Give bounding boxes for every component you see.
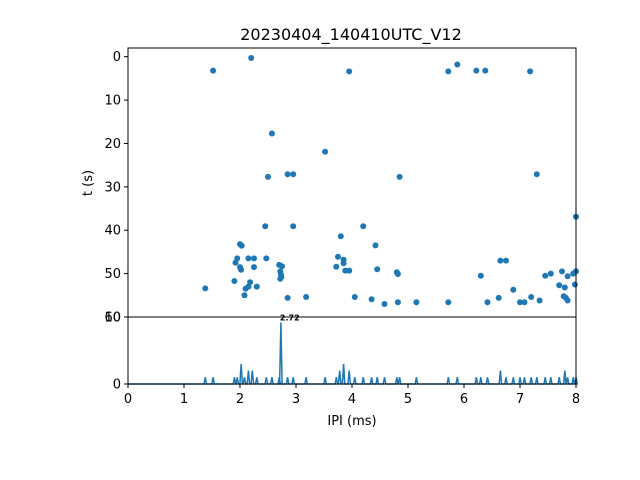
scatter-y-tick-label: 40 (104, 224, 121, 239)
scatter-point (521, 299, 528, 306)
histogram-axes-frame (127, 316, 577, 385)
scatter-point (528, 294, 535, 300)
scatter-point (556, 282, 563, 289)
histogram-plot: 2.72 0 10 0 1 2 3 4 5 6 7 8 IPI (ms) (104, 311, 580, 430)
scatter-y-axis-label: t (s) (81, 170, 96, 196)
scatter-axes-frame (127, 47, 577, 318)
histogram-x-tick-label: 3 (292, 392, 300, 407)
scatter-point (279, 263, 285, 270)
scatter-point (510, 286, 517, 293)
histogram-x-tick-label: 8 (572, 392, 580, 407)
histogram-x-tick-label: 2 (236, 392, 244, 407)
scatter-point (497, 257, 504, 264)
histogram-x-tick-label: 6 (460, 392, 468, 407)
histogram-x-tick-label: 7 (516, 392, 524, 407)
scatter-point (564, 297, 571, 304)
histogram-x-tick-label: 0 (124, 392, 132, 407)
scatter-point (251, 264, 257, 271)
scatter-point (559, 268, 565, 275)
scatter-point (232, 259, 239, 266)
histogram-x-tick-label: 4 (348, 392, 356, 407)
scatter-point (445, 299, 452, 306)
scatter-y-tick-label: 60 (104, 311, 121, 326)
peak-annotation: 2.72 (280, 313, 300, 322)
scatter-point (263, 255, 270, 262)
scatter-point (482, 67, 489, 74)
scatter-point (564, 273, 571, 280)
scatter-plot: 0 10 20 30 40 50 60 t (s) (81, 47, 579, 326)
scatter-point (381, 301, 388, 307)
scatter-point (303, 294, 310, 300)
scatter-point (533, 171, 540, 178)
histogram-y-ticks: 0 10 (104, 311, 128, 393)
scatter-point (335, 253, 341, 260)
scatter-points (202, 55, 579, 307)
scatter-y-ticks: 0 10 20 30 40 50 60 (104, 50, 128, 326)
histogram-y-tick-label: 10 (104, 311, 121, 326)
scatter-point (337, 233, 344, 240)
scatter-point (473, 67, 480, 74)
scatter-point (238, 242, 245, 249)
scatter-point (394, 271, 401, 277)
scatter-point (374, 266, 381, 273)
scatter-point (547, 270, 554, 277)
scatter-point (346, 267, 353, 274)
scatter-point (202, 285, 209, 292)
scatter-point (340, 260, 347, 267)
scatter-y-tick-label: 10 (104, 94, 121, 109)
scatter-point (248, 55, 255, 61)
histogram-x-ticks: 0 1 2 3 4 5 6 7 8 (124, 384, 580, 407)
scatter-point (251, 255, 257, 262)
scatter-point (368, 296, 375, 303)
scatter-y-tick-label: 50 (104, 267, 121, 282)
scatter-point (394, 299, 401, 306)
scatter-y-tick-label: 20 (104, 137, 121, 152)
scatter-point (445, 68, 452, 75)
scatter-point (238, 266, 245, 273)
scatter-point (477, 272, 484, 279)
scatter-point (241, 292, 248, 299)
histogram-x-tick-label: 5 (404, 392, 412, 407)
histogram-y-tick-label: 0 (113, 378, 121, 393)
scatter-point (561, 284, 568, 291)
scatter-point (351, 294, 358, 300)
scatter-point (242, 285, 249, 292)
scatter-point (372, 242, 379, 249)
scatter-point (346, 68, 353, 75)
scatter-point (284, 171, 291, 178)
scatter-point (495, 294, 502, 301)
scatter-point (360, 223, 367, 230)
scatter-point (484, 299, 491, 306)
scatter-y-tick-label: 0 (113, 50, 121, 65)
scatter-point (571, 281, 578, 288)
histogram-line (128, 322, 579, 385)
scatter-point (210, 67, 217, 74)
scatter-point (245, 255, 252, 262)
scatter-y-tick-label: 30 (104, 180, 121, 195)
scatter-point (413, 299, 420, 306)
scatter-point (503, 257, 509, 264)
chart-title: 20230404_140410UTC_V12 (240, 25, 462, 45)
scatter-point (290, 223, 297, 230)
scatter-point (253, 283, 260, 290)
histogram-x-tick-label: 1 (180, 392, 188, 407)
scatter-point (527, 68, 534, 75)
scatter-point (290, 171, 297, 178)
scatter-point (277, 275, 284, 282)
scatter-point (262, 223, 269, 230)
scatter-point (268, 130, 275, 137)
scatter-point (231, 278, 238, 284)
scatter-point (517, 299, 523, 306)
scatter-point (284, 294, 291, 301)
scatter-point (542, 272, 549, 279)
scatter-point (396, 173, 403, 180)
scatter-point (333, 263, 340, 270)
scatter-point (322, 148, 329, 155)
scatter-point (536, 297, 543, 304)
scatter-point (265, 173, 271, 180)
scatter-point (454, 61, 461, 68)
histogram-x-axis-label: IPI (ms) (327, 414, 376, 429)
